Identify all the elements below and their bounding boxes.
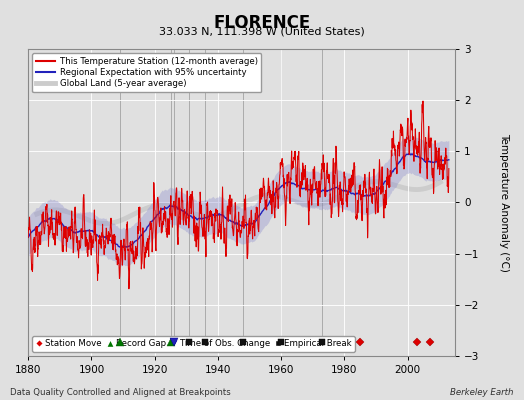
Text: Berkeley Earth: Berkeley Earth <box>450 388 514 397</box>
Text: FLORENCE: FLORENCE <box>213 14 311 32</box>
Legend: Station Move, Record Gap, Time of Obs. Change, Empirical Break: Station Move, Record Gap, Time of Obs. C… <box>32 336 355 352</box>
Text: Data Quality Controlled and Aligned at Breakpoints: Data Quality Controlled and Aligned at B… <box>10 388 231 397</box>
Y-axis label: Temperature Anomaly (°C): Temperature Anomaly (°C) <box>499 133 509 272</box>
Text: 33.033 N, 111.398 W (United States): 33.033 N, 111.398 W (United States) <box>159 26 365 36</box>
